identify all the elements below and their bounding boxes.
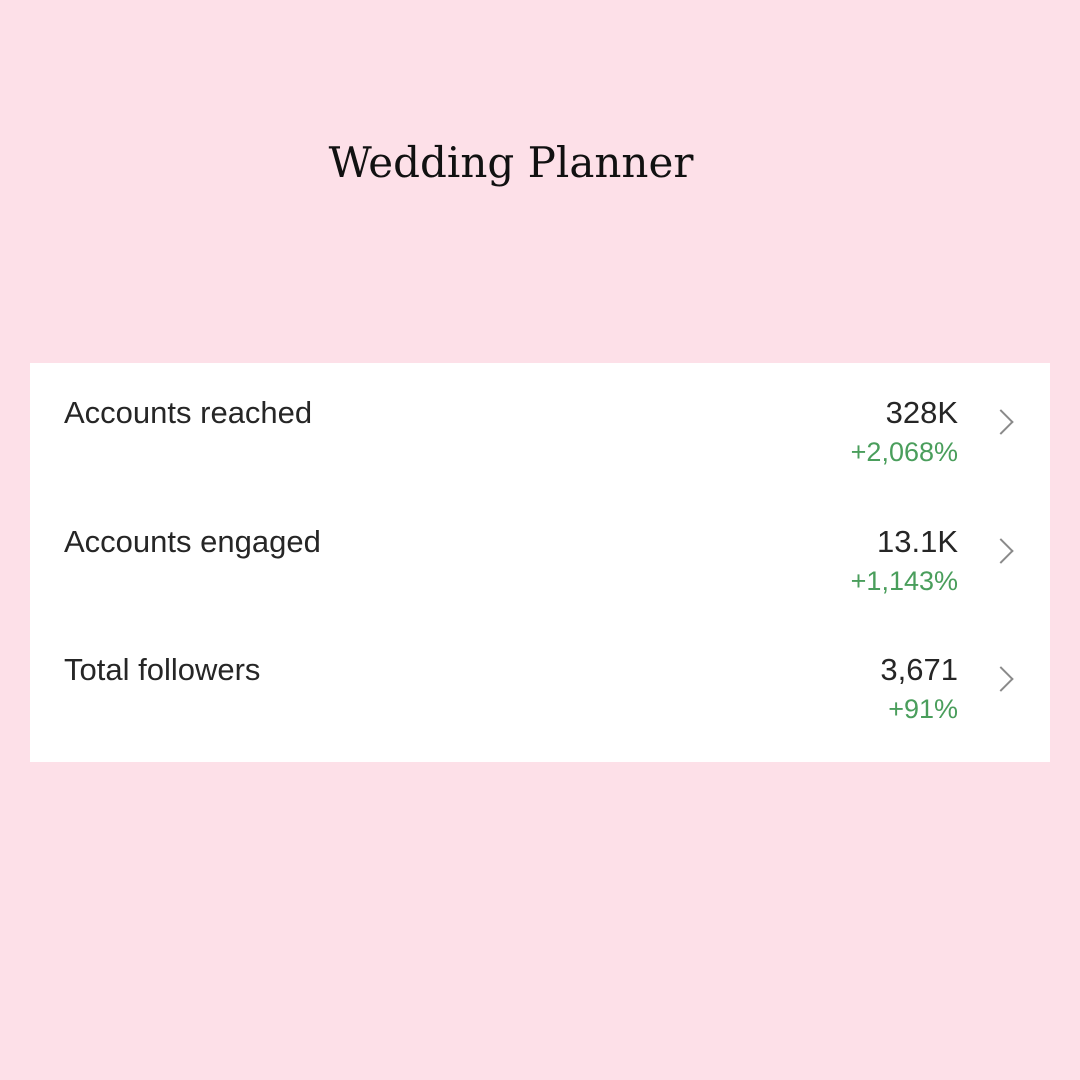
metric-change: +1,143% xyxy=(850,566,958,596)
metric-value: 328K xyxy=(885,395,958,430)
metric-label: Total followers xyxy=(64,652,261,687)
chevron-right-icon[interactable] xyxy=(988,538,1014,564)
metric-label: Accounts engaged xyxy=(64,524,321,559)
chevron-right-icon[interactable] xyxy=(988,666,1014,692)
metric-change: +91% xyxy=(888,694,958,724)
page-title: Wedding Planner xyxy=(328,138,694,187)
metric-value: 3,671 xyxy=(880,652,958,687)
metric-label: Accounts reached xyxy=(64,395,313,430)
metric-row-accounts-engaged[interactable]: Accounts engaged 13.1K +1,143% xyxy=(30,492,1050,596)
chevron-right-icon[interactable] xyxy=(988,409,1014,435)
metric-value: 13.1K xyxy=(876,524,958,559)
metric-row-total-followers[interactable]: Total followers 3,671 +91% xyxy=(30,620,1050,724)
metric-row-accounts-reached[interactable]: Accounts reached 328K +2,068% xyxy=(30,363,1050,467)
insights-card: Accounts reached 328K +2,068% Accounts e… xyxy=(30,363,1050,762)
metric-change: +2,068% xyxy=(850,437,958,467)
